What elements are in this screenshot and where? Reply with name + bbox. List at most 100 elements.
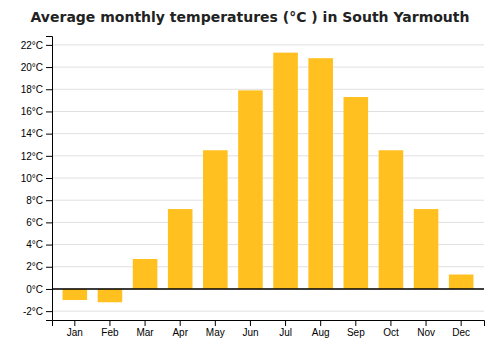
- bar: [344, 97, 369, 289]
- zero-line: [52, 288, 484, 290]
- bar: [133, 259, 158, 289]
- x-tick: Dec: [452, 320, 470, 338]
- y-tick-mark: [46, 200, 52, 201]
- x-tick-mark: [215, 320, 216, 326]
- x-tick-label: Dec: [452, 327, 470, 338]
- y-tick-mark: [46, 222, 52, 223]
- bar: [168, 209, 193, 289]
- x-tick: Jan: [67, 320, 83, 338]
- y-tick-label: 2°C: [26, 261, 43, 272]
- bar: [203, 150, 228, 289]
- x-tick: Oct: [383, 320, 399, 338]
- bar: [379, 150, 404, 289]
- y-tick: 4°C: [26, 239, 52, 250]
- y-tick-mark: [46, 67, 52, 68]
- x-tick-mark: [461, 320, 462, 326]
- x-tick: Sep: [347, 320, 365, 338]
- x-tick-mark: [355, 320, 356, 326]
- x-tick-label: Aug: [312, 327, 330, 338]
- x-tick-mark: [390, 320, 391, 326]
- y-tick: -2°C: [23, 306, 52, 317]
- y-tick: 20°C: [21, 62, 52, 73]
- x-tick: Jul: [279, 320, 292, 338]
- y-tick: 2°C: [26, 261, 52, 272]
- x-tick-mark: [109, 320, 110, 326]
- y-tick-mark: [46, 245, 52, 246]
- y-tick-label: 8°C: [26, 195, 43, 206]
- bar: [449, 275, 474, 289]
- grid-line: [52, 89, 484, 90]
- y-axis: -2°C 0°C 2°C 4°C 6°C 8°C 10°C 12°C 14°C 16°C 18°C 2…: [21, 37, 53, 321]
- grid-line: [52, 288, 484, 289]
- y-tick: 10°C: [21, 173, 52, 184]
- y-tick-label: 14°C: [21, 128, 43, 139]
- y-tick-mark: [46, 45, 52, 46]
- grid-line: [52, 67, 484, 68]
- y-tick-label: 20°C: [21, 62, 43, 73]
- y-tick: 12°C: [21, 151, 52, 162]
- y-tick: 8°C: [26, 195, 52, 206]
- y-tick-mark: [46, 89, 52, 90]
- chart: -2°C 0°C 2°C 4°C 6°C 8°C 10°C 12°C 14°C 16°C 18°C 2…: [0, 0, 500, 350]
- x-axis-line: [53, 321, 485, 327]
- grid-line: [52, 111, 484, 112]
- y-tick-mark: [46, 267, 52, 268]
- y-tick-label: 6°C: [26, 217, 43, 228]
- y-tick-mark: [46, 134, 52, 135]
- bar: [414, 209, 439, 289]
- y-tick: 22°C: [21, 40, 52, 51]
- plot: -2°C 0°C 2°C 4°C 6°C 8°C 10°C 12°C 14°C 16°C 18°C 2…: [21, 37, 485, 339]
- x-tick-label: Oct: [383, 327, 399, 338]
- y-tick-label: 10°C: [21, 173, 43, 184]
- y-tick-mark: [46, 178, 52, 179]
- x-tick-label: Jul: [279, 327, 292, 338]
- x-tick-mark: [180, 320, 181, 326]
- bar: [63, 289, 88, 300]
- y-axis-line: [46, 37, 53, 321]
- x-tick-label: Nov: [417, 327, 435, 338]
- y-tick-mark: [46, 111, 52, 112]
- grid-line: [52, 155, 484, 156]
- grid-line: [52, 311, 484, 312]
- y-tick-label: 4°C: [26, 239, 43, 250]
- x-tick: Jun: [242, 320, 258, 338]
- x-tick-label: Feb: [101, 327, 119, 338]
- x-tick: Nov: [417, 320, 435, 338]
- y-tick-label: 16°C: [21, 106, 43, 117]
- grid: [52, 45, 484, 311]
- y-tick: 18°C: [21, 84, 52, 95]
- x-tick: May: [206, 320, 225, 338]
- y-tick-label: 12°C: [21, 151, 43, 162]
- grid-line: [52, 200, 484, 201]
- x-tick: Feb: [101, 320, 119, 338]
- grid-line: [52, 44, 484, 45]
- x-tick-label: May: [206, 327, 225, 338]
- y-tick-mark: [46, 289, 52, 290]
- bar: [238, 90, 263, 289]
- y-tick-label: 18°C: [21, 84, 43, 95]
- bar: [308, 58, 333, 289]
- grid-line: [52, 133, 484, 134]
- x-tick-label: Jun: [242, 327, 258, 338]
- y-tick: 0°C: [26, 284, 52, 295]
- x-tick-mark: [250, 320, 251, 326]
- bars: [52, 53, 484, 303]
- x-tick-label: Jan: [67, 327, 83, 338]
- x-tick-mark: [426, 320, 427, 326]
- bar: [98, 289, 123, 302]
- x-tick-mark: [145, 320, 146, 326]
- bar: [273, 53, 298, 289]
- x-tick-label: Sep: [347, 327, 365, 338]
- x-tick: Aug: [312, 320, 330, 338]
- title: Average monthly temperatures (°C ) in So…: [31, 9, 470, 25]
- y-tick-mark: [46, 311, 52, 312]
- y-tick-mark: [46, 156, 52, 157]
- y-tick-label: 22°C: [21, 40, 43, 51]
- x-tick-mark: [74, 320, 75, 326]
- y-tick: 16°C: [21, 106, 52, 117]
- x-tick-mark: [285, 320, 286, 326]
- y-tick: 14°C: [21, 128, 52, 139]
- x-tick-label: Mar: [136, 327, 154, 338]
- y-tick-label: 0°C: [26, 284, 43, 295]
- x-tick: Apr: [172, 320, 188, 338]
